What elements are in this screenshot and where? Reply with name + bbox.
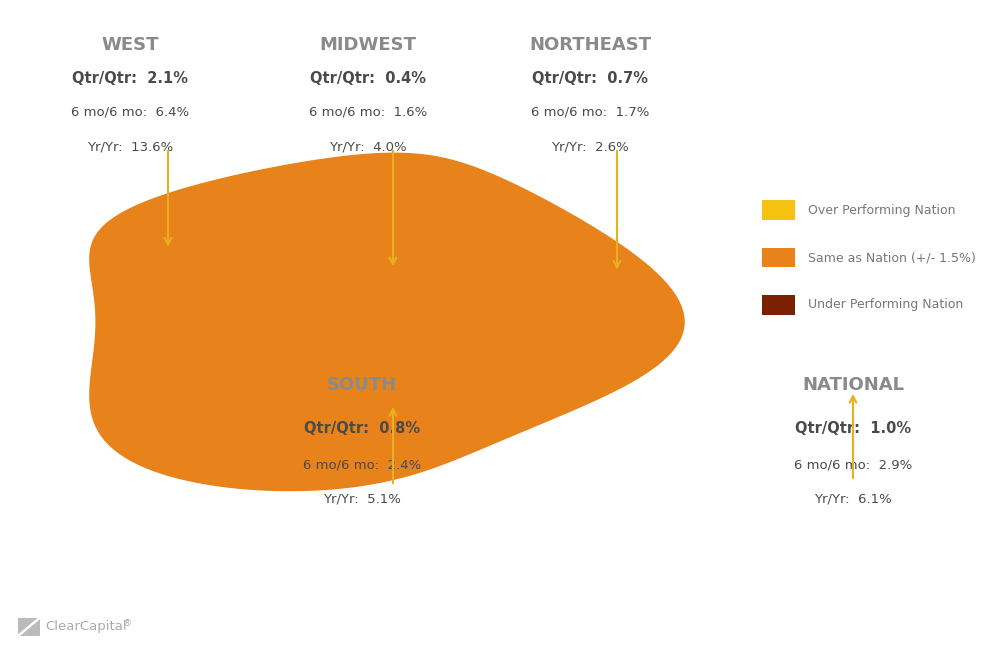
Text: Qtr/Qtr:  2.1%: Qtr/Qtr: 2.1% [72, 71, 188, 86]
Text: Yr/Yr:  5.1%: Yr/Yr: 5.1% [323, 493, 401, 506]
Bar [762, 295, 795, 315]
Text: 6 mo/6 mo:  1.7%: 6 mo/6 mo: 1.7% [531, 106, 649, 119]
Bar [762, 248, 795, 267]
Text: 6 mo/6 mo:  2.9%: 6 mo/6 mo: 2.9% [794, 458, 912, 471]
Text: NORTHEAST: NORTHEAST [529, 36, 651, 54]
Bar [762, 200, 795, 220]
Text: NATIONAL: NATIONAL [802, 376, 904, 394]
Text: Yr/Yr:  2.6%: Yr/Yr: 2.6% [551, 141, 629, 154]
Text: WEST: WEST [101, 36, 159, 54]
Text: 6 mo/6 mo:  2.4%: 6 mo/6 mo: 2.4% [303, 458, 421, 471]
Text: Qtr/Qtr:  0.8%: Qtr/Qtr: 0.8% [304, 421, 420, 436]
Text: ®: ® [123, 619, 132, 628]
Text: Qtr/Qtr:  0.4%: Qtr/Qtr: 0.4% [310, 71, 426, 86]
Text: Qtr/Qtr:  0.7%: Qtr/Qtr: 0.7% [532, 71, 648, 86]
Bar [18, 618, 40, 636]
Polygon shape [90, 153, 684, 491]
Text: Yr/Yr:  6.1%: Yr/Yr: 6.1% [814, 493, 892, 506]
Text: MIDWEST: MIDWEST [320, 36, 416, 54]
Text: Under Performing Nation: Under Performing Nation [808, 298, 963, 311]
Text: ClearCapital: ClearCapital [45, 620, 127, 633]
Text: 6 mo/6 mo:  6.4%: 6 mo/6 mo: 6.4% [71, 106, 189, 119]
Text: SOUTH: SOUTH [327, 376, 397, 394]
Text: Qtr/Qtr:  1.0%: Qtr/Qtr: 1.0% [795, 421, 911, 436]
Text: Same as Nation (+/- 1.5%): Same as Nation (+/- 1.5%) [808, 251, 976, 264]
Text: 6 mo/6 mo:  1.6%: 6 mo/6 mo: 1.6% [309, 106, 427, 119]
Text: Yr/Yr:  13.6%: Yr/Yr: 13.6% [87, 141, 173, 154]
Text: Over Performing Nation: Over Performing Nation [808, 204, 956, 217]
Text: Yr/Yr:  4.0%: Yr/Yr: 4.0% [329, 141, 407, 154]
